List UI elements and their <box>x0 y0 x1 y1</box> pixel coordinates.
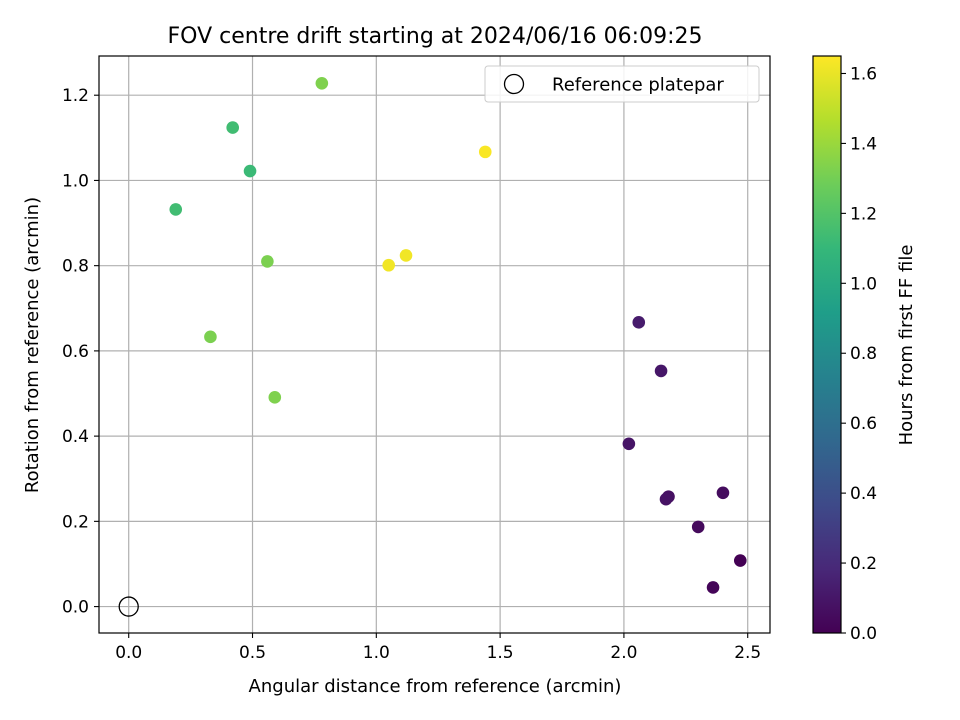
x-tick-label: 1.5 <box>487 643 514 663</box>
data-point <box>268 391 282 404</box>
colorbar-tick-label: 1.6 <box>850 64 877 84</box>
data-points <box>169 76 747 594</box>
x-tick-label: 0.5 <box>239 643 266 663</box>
y-tick-label: 0.2 <box>62 512 89 532</box>
data-point <box>716 486 730 500</box>
data-point <box>691 520 705 534</box>
legend-frame <box>484 65 760 103</box>
colorbar-tick-label: 0.8 <box>850 344 877 364</box>
x-tick-label: 1.0 <box>363 643 390 663</box>
axes-frame <box>98 55 771 634</box>
data-point <box>632 316 646 329</box>
data-point <box>382 258 395 272</box>
x-tick-label: 2.0 <box>610 643 637 663</box>
x-tick-label: 2.5 <box>734 643 761 663</box>
y-tick-label: 1.2 <box>62 86 89 106</box>
colorbar-ticks: 0.0 0.2 0.4 0.6 0.8 1.0 1.2 1.4 1.6 <box>841 64 877 644</box>
data-point <box>654 364 668 378</box>
y-tick-label: 1.0 <box>62 171 89 191</box>
y-tick-label: 0.4 <box>62 427 89 447</box>
data-point <box>622 437 636 451</box>
data-point <box>478 145 492 159</box>
colorbar-tick-label: 1.4 <box>850 134 877 154</box>
x-axis-label: Angular distance from reference (arcmin) <box>249 676 622 697</box>
legend-reference-marker <box>503 73 525 95</box>
y-tick-label: 0.6 <box>62 342 89 362</box>
data-point <box>706 581 720 594</box>
colorbar-tick-label: 1.2 <box>850 204 877 224</box>
y-axis-label: Rotation from reference (arcmin) <box>22 197 43 493</box>
data-point <box>243 164 257 178</box>
x-axis-ticks: 0.0 0.5 1.0 1.5 2.0 2.5 <box>115 633 761 663</box>
data-point <box>226 121 240 134</box>
x-tick-label: 0.0 <box>115 643 142 663</box>
legend-label: Reference platepar <box>552 75 724 96</box>
y-tick-label: 0.8 <box>62 257 89 277</box>
colorbar-tick-label: 0.0 <box>850 624 877 644</box>
data-point <box>733 554 747 567</box>
colorbar-gradient <box>812 55 842 634</box>
y-axis-ticks: 0.0 0.2 0.4 0.6 0.8 1.0 1.2 <box>62 86 99 618</box>
colorbar-tick-label: 1.0 <box>850 274 877 294</box>
data-point <box>659 492 673 506</box>
colorbar: 0.0 0.2 0.4 0.6 0.8 1.0 1.2 1.4 1.6 Hours from f… <box>812 55 917 644</box>
data-point <box>399 249 413 262</box>
chart-title: FOV centre drift starting at 2024/06/16 … <box>168 24 703 49</box>
y-tick-label: 0.0 <box>62 598 89 618</box>
plot-area: 0.0 0.5 1.0 1.5 2.0 2.5 0.0 0.2 0.4 0.6 0.8 1.0 1.2… <box>62 55 771 663</box>
data-point <box>204 330 217 344</box>
colorbar-label: Hours from first FF file <box>896 245 917 446</box>
legend: Reference platepar <box>484 65 760 103</box>
reference-point-marker <box>118 596 139 617</box>
colorbar-tick-label: 0.2 <box>850 554 877 574</box>
reference-point <box>118 596 139 617</box>
colorbar-tick-label: 0.6 <box>850 414 877 434</box>
data-point <box>169 203 183 216</box>
data-point <box>315 76 329 90</box>
colorbar-tick-label: 0.4 <box>850 484 877 504</box>
data-point <box>261 255 274 268</box>
grid <box>99 56 770 633</box>
